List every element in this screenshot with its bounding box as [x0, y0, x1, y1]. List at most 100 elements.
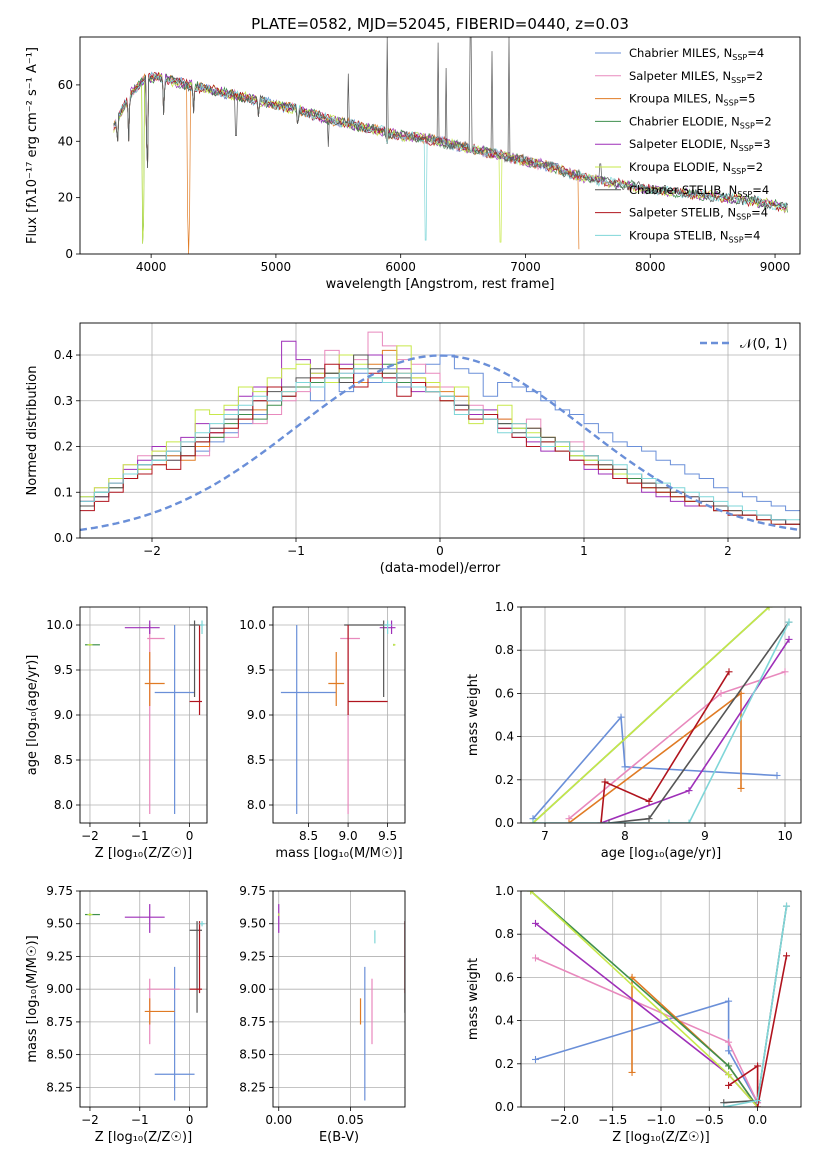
legend-subscript: SSP: [731, 76, 746, 85]
y-axis-label: mass weight: [466, 674, 481, 756]
y-tick-label: 0.0: [54, 531, 73, 545]
y-tick-label: 9.00: [239, 982, 266, 996]
y-tick-label: 0.8: [495, 643, 514, 657]
x-tick-label: 0.05: [337, 1113, 364, 1127]
y-tick-label: 60: [58, 78, 73, 92]
x-tick-label: 0: [436, 544, 444, 558]
axes-mass_vs_ebv: 0.00 0.05 8.25 8.50 8.75 9.00 9.25 9.50 9.75 E(B-…: [239, 884, 406, 1145]
y-tick-label: 9.00: [46, 982, 73, 996]
y-tick-label: 9.50: [239, 917, 266, 931]
y-tick-label: 1.0: [495, 600, 514, 614]
axes-residuals: −2 −1 0 1 2 0.0 0.1 0.2 0.3 0.4 (data-model)/error…: [25, 322, 801, 576]
legend-text: Kroupa STELIB, N: [629, 228, 729, 242]
legend-subscript: SSP: [732, 53, 747, 62]
x-tick-label: 2: [724, 544, 732, 558]
y-tick-label: 9.5: [247, 663, 266, 677]
axes-frame: [272, 890, 406, 1108]
x-tick-label: 10: [777, 829, 792, 843]
x-axis-label: (data-model)/error: [380, 561, 501, 576]
legend-entry: 𝒩(0, 1): [740, 337, 787, 352]
y-tick-label: 8.50: [239, 1048, 266, 1062]
y-tick-label: 8.75: [239, 1015, 266, 1029]
x-tick-label: −0.5: [695, 1113, 724, 1127]
legend-count: =4: [751, 206, 768, 220]
axes-frame: [79, 890, 208, 1108]
legend-count: =4: [752, 183, 769, 197]
axes-weight_vs_z: −2.0 −1.5 −1.0 −0.5 0.0 0.0 0.2 0.4 0.6 0.8 1.0 Z […: [466, 884, 802, 1145]
y-tick-label: 9.75: [46, 884, 73, 898]
axes-frame: [520, 890, 802, 1108]
x-tick-label: 0: [186, 829, 194, 843]
legend-text: Chabrier STELIB, N: [629, 183, 737, 197]
x-tick-label: −1.5: [598, 1113, 627, 1127]
y-tick-label: 9.0: [54, 708, 73, 722]
axes-frame: [79, 36, 801, 255]
plot-area-residuals: [80, 331, 800, 532]
legend-subscript: SSP: [736, 213, 751, 222]
y-tick-label: 9.25: [46, 949, 73, 963]
y-tick-label: 0.6: [495, 686, 514, 700]
y-tick-label: 0.2: [495, 1057, 514, 1071]
y-tick-label: 8.50: [46, 1048, 73, 1062]
x-tick-label: 8.5: [299, 829, 318, 843]
x-axis-label: age [log₁₀(age/yr)]: [601, 846, 722, 861]
x-tick-label: 0.00: [265, 1113, 292, 1127]
legend-text: Salpeter STELIB, N: [629, 206, 736, 220]
y-tick-label: 0.0: [495, 1100, 514, 1114]
figure-title: PLATE=0582, MJD=52045, FIBERID=0440, z=0…: [251, 15, 629, 33]
x-tick-label: −2.0: [550, 1113, 579, 1127]
y-axis-label: mass [log₁₀(M/M☉)]: [25, 935, 40, 1062]
legend-count: =5: [739, 92, 756, 106]
y-tick-label: 0.4: [54, 348, 73, 362]
legend-entry: Kroupa STELIB, NSSP=4: [629, 228, 760, 244]
legend-subscript: SSP: [739, 144, 754, 153]
x-tick-label: −2: [81, 829, 99, 843]
y-tick-label: 0.1: [54, 485, 73, 499]
axes-mass_vs_z: −2 −1 0 8.25 8.50 8.75 9.00 9.25 9.50 9.75 Z [log₁…: [25, 884, 208, 1145]
x-tick-label: 7000: [510, 260, 541, 274]
x-tick-label: −1: [131, 829, 149, 843]
plot-area-age_vs_z: [84, 620, 205, 814]
x-axis-label: wavelength [Angstrom, rest frame]: [326, 277, 555, 292]
legend-entry: Salpeter MILES, NSSP=2: [629, 69, 763, 85]
plot-area-weight_vs_z: [527, 891, 791, 1107]
plot-area-weight_vs_age: [529, 607, 793, 823]
y-tick-label: 10.0: [46, 618, 73, 632]
y-tick-label: 0.2: [495, 773, 514, 787]
weight-line: [600, 671, 730, 823]
axes-frame: [79, 322, 801, 539]
legend-count: =2: [746, 160, 763, 174]
legend-entry: Chabrier STELIB, NSSP=4: [629, 183, 769, 199]
x-axis-label: Z [log₁₀(Z/Z☉)]: [95, 1130, 192, 1145]
x-tick-label: 9.5: [378, 829, 397, 843]
legend-count: =4: [744, 228, 761, 242]
x-tick-label: 4000: [136, 260, 167, 274]
y-tick-label: 20: [58, 191, 73, 205]
y-tick-label: 40: [58, 134, 73, 148]
x-tick-label: 5000: [261, 260, 292, 274]
x-tick-label: 9: [701, 829, 709, 843]
y-tick-label: 8.75: [46, 1015, 73, 1029]
y-tick-label: 0.6: [495, 970, 514, 984]
y-tick-label: 8.0: [54, 798, 73, 812]
weight-line: [532, 607, 770, 823]
x-axis-label: E(B-V): [319, 1130, 359, 1145]
x-tick-label: 8: [621, 829, 629, 843]
x-tick-label: 1: [580, 544, 588, 558]
x-axis-label: Z [log₁₀(Z/Z☉)]: [612, 1130, 709, 1145]
legend-count: =3: [754, 137, 771, 151]
legend-text: Salpeter MILES, N: [629, 69, 731, 83]
y-tick-label: 9.5: [54, 663, 73, 677]
x-tick-label: −2: [143, 544, 161, 558]
y-axis-label: mass weight: [466, 958, 481, 1040]
y-tick-label: 0.8: [495, 927, 514, 941]
histogram-step: [80, 354, 800, 512]
axes-age_vs_mass: 8.5 9.0 9.5 8.0 8.5 9.0 9.5 10.0 mass [log₁₀(M/M…: [239, 606, 406, 861]
legend-entry: Kroupa MILES, NSSP=5: [629, 92, 755, 108]
y-tick-label: 10.0: [239, 618, 266, 632]
plot-area-mass_vs_ebv: [278, 904, 405, 1101]
axes-frame: [79, 606, 208, 824]
legend-text: Kroupa MILES, N: [629, 92, 724, 106]
x-tick-label: −1: [131, 1113, 149, 1127]
